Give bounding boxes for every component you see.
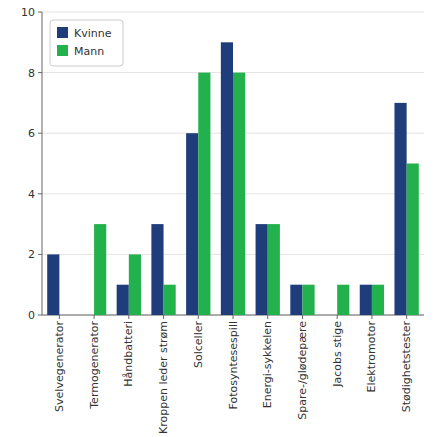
- bar: [117, 285, 129, 315]
- grid: [42, 12, 424, 315]
- x-tick: [163, 315, 164, 319]
- grid-line: [42, 12, 424, 13]
- y-tick: [38, 12, 42, 13]
- bar: [151, 224, 163, 315]
- bar: [256, 224, 268, 315]
- x-tick: [94, 315, 95, 319]
- x-tick: [337, 315, 338, 319]
- y-tick-label: 2: [28, 248, 35, 261]
- bar: [198, 73, 210, 315]
- y-tick: [38, 254, 42, 255]
- y-tick: [38, 72, 42, 73]
- bar: [233, 73, 245, 315]
- legend: Kvinne Mann: [50, 20, 123, 66]
- bar: [59, 315, 71, 316]
- x-tick: [128, 315, 129, 319]
- y-tick-label: 4: [28, 188, 35, 201]
- x-tick-label: Kroppen leder strøm: [157, 321, 170, 434]
- x-tick: [267, 315, 268, 319]
- bar: [325, 315, 337, 316]
- x-tick-label: Stødighetstester: [400, 321, 413, 413]
- bar: [164, 285, 176, 315]
- bar: [221, 42, 233, 315]
- bars: [47, 42, 419, 315]
- x-tick-label: Elektromotor: [365, 321, 378, 393]
- y-tick-label: 8: [28, 67, 35, 80]
- x-tick: [302, 315, 303, 319]
- x-tick-label: Termogenerator: [88, 321, 101, 410]
- y-tick-label: 0: [28, 309, 35, 322]
- x-tick-label: Jacobs stige: [331, 321, 344, 388]
- chart-container: 0 2 4 6 8 10 Svelvegenerator Termogenerator Hånd…: [0, 0, 436, 437]
- x-tick-label: Energi-sykkelen: [261, 321, 274, 408]
- x-tick: [198, 315, 199, 319]
- x-tick-label: Fotosyntesespill: [227, 321, 240, 409]
- bar: [94, 224, 106, 315]
- legend-label: Kvinne: [74, 27, 112, 40]
- bar: [290, 285, 302, 315]
- x-tick: [233, 315, 234, 319]
- y-tick: [38, 133, 42, 134]
- bar: [337, 285, 349, 315]
- x-tick: [371, 315, 372, 319]
- bar: [407, 164, 419, 316]
- bar: [360, 285, 372, 315]
- y-axis-line: [42, 12, 43, 315]
- legend-box: [50, 20, 123, 66]
- bar: [186, 133, 198, 315]
- y-tick: [38, 315, 42, 316]
- bar: [372, 285, 384, 315]
- legend-label: Mann: [74, 45, 104, 58]
- x-tick-label: Svelvegenerator: [53, 321, 66, 412]
- y-tick-label: 10: [21, 6, 35, 19]
- x-tick: [406, 315, 407, 319]
- legend-swatch: [57, 27, 68, 38]
- chart: 0 2 4 6 8 10 Svelvegenerator Termogenerator Hånd…: [0, 0, 436, 437]
- bar: [302, 285, 314, 315]
- legend-swatch: [57, 45, 68, 56]
- axes: 0 2 4 6 8 10 Svelvegenerator Termogenerator Hånd…: [21, 6, 424, 434]
- bar: [47, 254, 59, 315]
- y-tick: [38, 193, 42, 194]
- x-tick-label: Spare-/glødepære: [296, 321, 309, 420]
- bar: [82, 315, 94, 316]
- bar: [129, 254, 141, 315]
- x-tick-label: Solceller: [192, 321, 205, 368]
- bar: [394, 103, 406, 315]
- y-tick-label: 6: [28, 127, 35, 140]
- bar: [268, 224, 280, 315]
- x-tick-label: Håndbatteri: [122, 321, 135, 387]
- x-tick: [59, 315, 60, 319]
